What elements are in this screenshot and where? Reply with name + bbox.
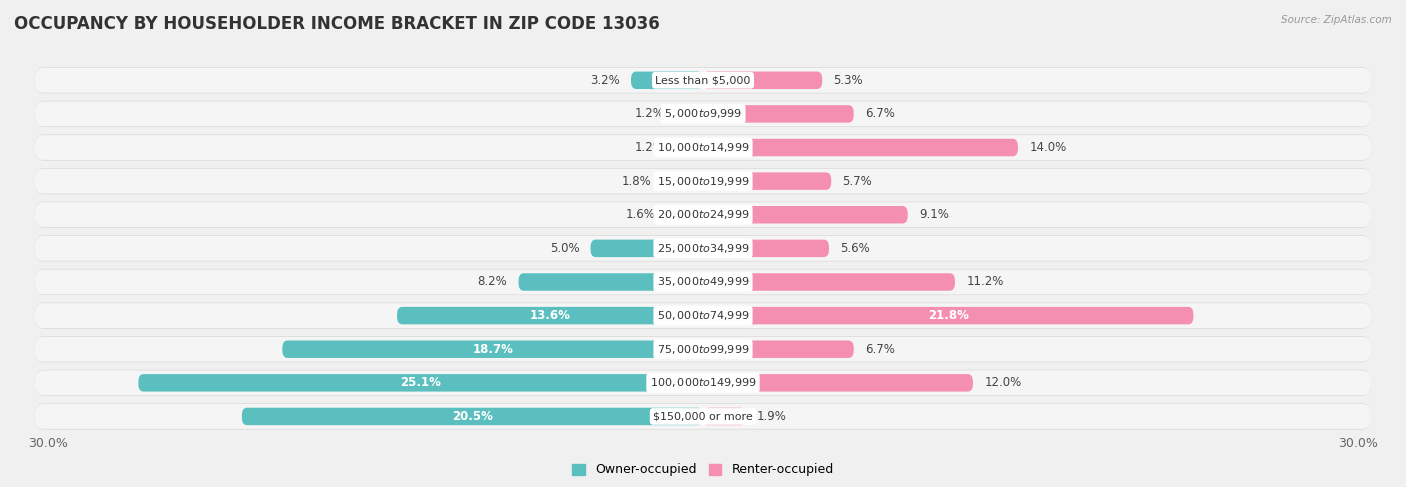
FancyBboxPatch shape [35,68,1371,93]
Text: 13.6%: 13.6% [530,309,571,322]
FancyBboxPatch shape [35,168,1371,194]
FancyBboxPatch shape [703,307,1194,324]
Text: 5.7%: 5.7% [842,175,872,187]
Text: 11.2%: 11.2% [966,276,1004,288]
FancyBboxPatch shape [35,370,1371,396]
Text: 5.0%: 5.0% [550,242,579,255]
FancyBboxPatch shape [35,302,1371,329]
FancyBboxPatch shape [35,236,1371,261]
FancyBboxPatch shape [35,371,1371,395]
FancyBboxPatch shape [283,340,703,358]
Text: 20.5%: 20.5% [451,410,494,423]
Text: $100,000 to $149,999: $100,000 to $149,999 [650,376,756,389]
Text: $150,000 or more: $150,000 or more [654,412,752,421]
FancyBboxPatch shape [703,273,955,291]
FancyBboxPatch shape [35,202,1371,227]
FancyBboxPatch shape [35,235,1371,262]
FancyBboxPatch shape [519,273,703,291]
Text: 25.1%: 25.1% [401,376,441,389]
FancyBboxPatch shape [703,172,831,190]
Text: 14.0%: 14.0% [1029,141,1066,154]
Text: $20,000 to $24,999: $20,000 to $24,999 [657,208,749,221]
FancyBboxPatch shape [35,404,1371,429]
FancyBboxPatch shape [703,240,830,257]
Text: $75,000 to $99,999: $75,000 to $99,999 [657,343,749,356]
Text: $35,000 to $49,999: $35,000 to $49,999 [657,276,749,288]
Text: 9.1%: 9.1% [920,208,949,221]
FancyBboxPatch shape [35,67,1371,94]
FancyBboxPatch shape [396,307,703,324]
FancyBboxPatch shape [35,337,1371,362]
FancyBboxPatch shape [676,105,703,123]
Text: Source: ZipAtlas.com: Source: ZipAtlas.com [1281,15,1392,25]
Text: 1.2%: 1.2% [636,108,665,120]
FancyBboxPatch shape [35,202,1371,228]
Text: 8.2%: 8.2% [478,276,508,288]
Text: 1.6%: 1.6% [626,208,655,221]
FancyBboxPatch shape [35,101,1371,126]
Text: $25,000 to $34,999: $25,000 to $34,999 [657,242,749,255]
FancyBboxPatch shape [35,134,1371,161]
FancyBboxPatch shape [35,303,1371,328]
Text: $15,000 to $19,999: $15,000 to $19,999 [657,175,749,187]
Text: 1.2%: 1.2% [636,141,665,154]
FancyBboxPatch shape [703,105,853,123]
FancyBboxPatch shape [242,408,703,425]
Text: 3.2%: 3.2% [591,74,620,87]
Text: $50,000 to $74,999: $50,000 to $74,999 [657,309,749,322]
FancyBboxPatch shape [703,408,745,425]
Text: 5.6%: 5.6% [841,242,870,255]
FancyBboxPatch shape [35,169,1371,193]
Legend: Owner-occupied, Renter-occupied: Owner-occupied, Renter-occupied [568,458,838,482]
FancyBboxPatch shape [35,269,1371,295]
FancyBboxPatch shape [138,374,703,392]
Text: 21.8%: 21.8% [928,309,969,322]
FancyBboxPatch shape [591,240,703,257]
Text: 6.7%: 6.7% [865,343,894,356]
FancyBboxPatch shape [35,269,1371,295]
Text: 5.3%: 5.3% [834,74,863,87]
FancyBboxPatch shape [35,336,1371,362]
Text: 30.0%: 30.0% [1339,437,1378,450]
Text: 6.7%: 6.7% [865,108,894,120]
FancyBboxPatch shape [703,374,973,392]
Text: 1.8%: 1.8% [621,175,651,187]
FancyBboxPatch shape [703,139,1018,156]
FancyBboxPatch shape [662,172,703,190]
Text: 1.9%: 1.9% [756,410,787,423]
FancyBboxPatch shape [676,139,703,156]
Text: 18.7%: 18.7% [472,343,513,356]
FancyBboxPatch shape [35,403,1371,430]
FancyBboxPatch shape [703,340,853,358]
FancyBboxPatch shape [631,72,703,89]
Text: Less than $5,000: Less than $5,000 [655,75,751,85]
Text: $10,000 to $14,999: $10,000 to $14,999 [657,141,749,154]
FancyBboxPatch shape [35,135,1371,160]
FancyBboxPatch shape [703,206,908,224]
FancyBboxPatch shape [666,206,703,224]
Text: $5,000 to $9,999: $5,000 to $9,999 [664,108,742,120]
Text: 30.0%: 30.0% [28,437,67,450]
FancyBboxPatch shape [35,101,1371,127]
Text: OCCUPANCY BY HOUSEHOLDER INCOME BRACKET IN ZIP CODE 13036: OCCUPANCY BY HOUSEHOLDER INCOME BRACKET … [14,15,659,33]
FancyBboxPatch shape [703,72,823,89]
Text: 12.0%: 12.0% [984,376,1021,389]
